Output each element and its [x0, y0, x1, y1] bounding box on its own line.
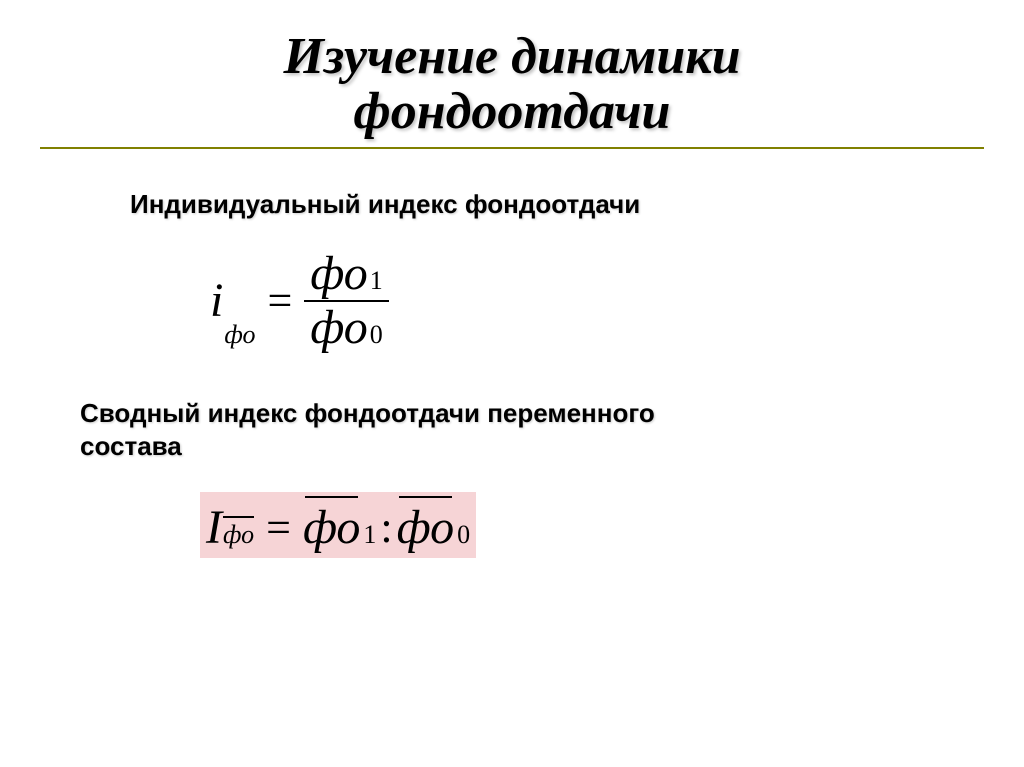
bar-over-sub-icon	[223, 516, 254, 518]
formula1-lhs-sub: фо	[224, 322, 255, 348]
title-line1: Изучение динамики	[283, 28, 740, 85]
formula-1: i фо = фо 1 фо 0	[210, 250, 389, 352]
formula2-term1-sub: 1	[363, 522, 376, 548]
formula2-lhs-sub-bar-wrap: фо	[223, 522, 254, 548]
title-line2: фондоотдачи	[354, 83, 671, 140]
section2-heading-line2: состава	[80, 431, 182, 461]
formula2-term2: фо	[397, 504, 454, 552]
formula2-lhs-sub: фо	[223, 520, 254, 549]
formula-2-row: I фо = фо 1 :	[206, 494, 470, 556]
formula2-term1-fo: фо	[303, 504, 360, 552]
formula1-num-fo: фо 1	[310, 250, 382, 298]
formula-2: I фо = фо 1 :	[200, 492, 476, 558]
formula1-den-fo: фо 0	[310, 304, 382, 352]
formula1-num-base: фо	[310, 250, 367, 298]
formula1-num-sub: 1	[370, 268, 383, 294]
slide-title: Изучение динамики фондоотдачи	[40, 30, 984, 139]
formula-1-area: i фо = фо 1 фо 0	[210, 250, 984, 352]
formula2-term2-base: фо	[397, 504, 454, 552]
formula2-lhs-var: I	[206, 504, 222, 552]
formula1-den-sub: 0	[370, 322, 383, 348]
formula-2-area: I фо = фо 1 :	[200, 492, 984, 558]
section2-heading-line1: Сводный индекс фондоотдачи переменного	[80, 398, 655, 428]
formula2-equals: =	[266, 506, 291, 550]
formula1-denominator: фо 0	[304, 304, 388, 352]
formula1-fraction: фо 1 фо 0	[304, 250, 388, 352]
formula2-lhs-sub-wrap: фо	[223, 522, 254, 548]
section2-heading: Сводный индекс фондоотдачи переменного с…	[80, 397, 984, 462]
formula2-term2-sub: 0	[457, 522, 470, 548]
formula-1-row: i фо = фо 1 фо 0	[210, 250, 389, 352]
title-block: Изучение динамики фондоотдачи	[40, 30, 984, 149]
section1-heading: Индивидуальный индекс фондоотдачи	[130, 189, 984, 220]
formula2-term1-base: фо	[303, 504, 360, 552]
formula1-equals: =	[267, 279, 292, 323]
formula1-den-base: фо	[310, 304, 367, 352]
overbar-icon	[305, 496, 358, 498]
overbar-icon-2	[399, 496, 452, 498]
formula2-term1: фо	[303, 504, 360, 552]
formula1-numerator: фо 1	[304, 250, 388, 298]
formula2-colon: :	[380, 506, 392, 550]
formula2-term2-fo: фо	[397, 504, 454, 552]
formula1-lhs-var: i	[210, 277, 223, 325]
slide-container: Изучение динамики фондоотдачи Индивидуал…	[0, 0, 1024, 767]
